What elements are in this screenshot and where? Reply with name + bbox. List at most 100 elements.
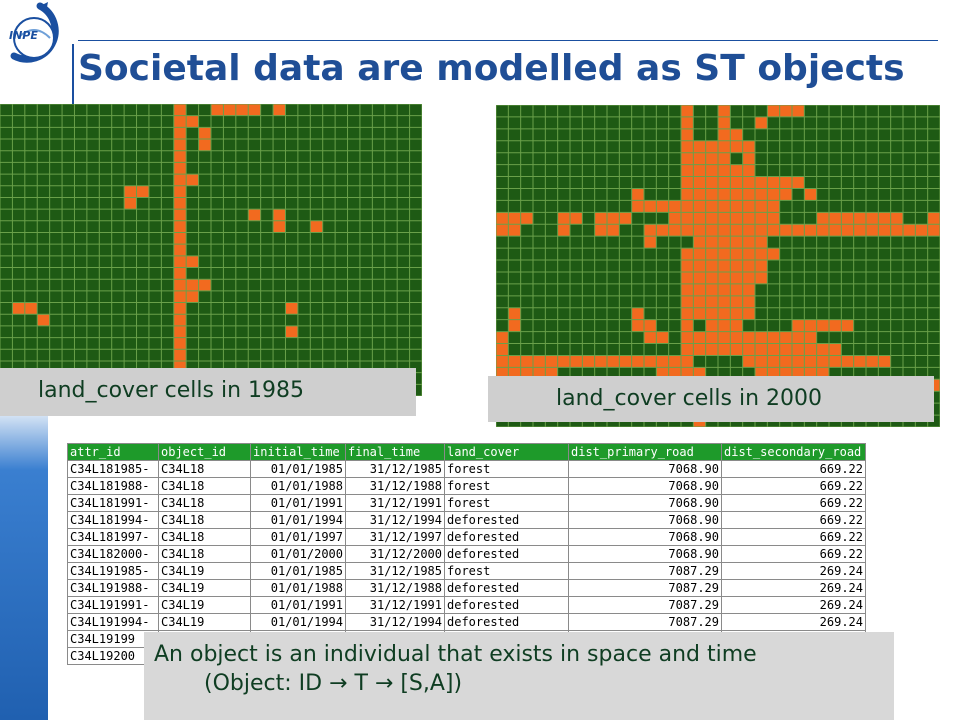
deforested-cell — [705, 236, 718, 249]
title-accent-rule — [72, 44, 74, 104]
deforested-cell — [173, 349, 187, 361]
table-cell: deforested — [444, 511, 569, 529]
deforested-cell — [693, 188, 706, 201]
deforested-cell — [718, 236, 731, 249]
table-cell: deforested — [444, 579, 569, 597]
deforested-cell — [570, 212, 583, 225]
deforested-cell — [656, 331, 669, 344]
deforested-cell — [594, 212, 607, 225]
deforested-cell — [804, 331, 817, 344]
attribute-table: attr_id object_id initial_time final_time la… — [67, 443, 866, 665]
deforested-cell — [755, 271, 768, 284]
deforested-cell — [718, 176, 731, 189]
deforested-cell — [755, 331, 768, 344]
table-cell: 669.22 — [721, 460, 866, 478]
deforested-cell — [742, 200, 755, 213]
deforested-cell — [915, 224, 928, 237]
deforested-cell — [248, 209, 261, 221]
table-cell: 01/01/1997 — [250, 528, 346, 546]
deforested-cell — [173, 244, 187, 256]
deforested-cell — [742, 355, 755, 368]
deforested-cell — [718, 140, 731, 153]
table-cell: C34L19 — [158, 562, 251, 580]
deforested-cell — [755, 260, 768, 272]
table-cell: 7068.90 — [568, 460, 722, 478]
table-cell: 669.22 — [721, 477, 866, 495]
deforested-cell — [594, 224, 607, 237]
table-row: C34L191985- C34L19 01/01/1985 31/12/1985 for… — [67, 562, 866, 580]
deforested-cell — [730, 260, 743, 272]
table-cell: 7087.29 — [568, 613, 722, 631]
deforested-cell — [730, 295, 743, 308]
table-cell: forest — [444, 477, 569, 495]
deforested-cell — [693, 212, 706, 225]
deforested-cell — [656, 367, 669, 380]
table-row: C34L182000- C34L18 01/01/2000 31/12/2000 def… — [67, 545, 866, 563]
deforested-cell — [656, 355, 669, 368]
deforested-cell — [742, 176, 755, 189]
table-cell: 01/01/1988 — [250, 477, 346, 495]
deforested-cell — [681, 367, 694, 380]
deforested-cell — [792, 319, 805, 332]
deforested-cell — [124, 197, 137, 210]
column-header: final_time — [345, 443, 445, 461]
deforested-cell — [557, 212, 570, 225]
deforested-cell — [742, 236, 755, 249]
deforested-cell — [173, 337, 187, 350]
deforested-cell — [742, 343, 755, 356]
deforested-cell — [718, 331, 731, 344]
deforested-cell — [755, 355, 768, 368]
deforested-cell — [705, 200, 718, 213]
deforested-cell — [878, 224, 891, 237]
deforested-cell — [927, 224, 940, 237]
deforested-cell — [693, 331, 706, 344]
deforested-cell — [767, 367, 780, 380]
table-cell: 31/12/1988 — [345, 477, 445, 495]
caption-1985: land_cover cells in 1985 — [0, 368, 416, 416]
deforested-cell — [681, 164, 694, 177]
deforested-cell — [681, 200, 694, 213]
table-cell: 7068.90 — [568, 545, 722, 563]
deforested-cell — [644, 224, 657, 237]
deforested-cell — [681, 271, 694, 284]
deforested-cell — [878, 212, 891, 225]
inpe-logo: INPE — [0, 0, 80, 70]
deforested-cell — [681, 319, 694, 332]
table-cell: 7068.90 — [568, 494, 722, 512]
table-cell: 01/01/1988 — [250, 579, 346, 597]
deforested-cell — [173, 290, 187, 303]
table-cell: 31/12/1991 — [345, 596, 445, 614]
deforested-cell — [173, 209, 187, 221]
table-row: C34L181997- C34L18 01/01/1997 31/12/1997 def… — [67, 528, 866, 546]
deforested-cell — [767, 212, 780, 225]
deforested-cell — [742, 283, 755, 296]
deforested-cell — [792, 331, 805, 344]
deforested-cell — [804, 224, 817, 237]
deforested-cell — [742, 140, 755, 153]
deforested-cell — [186, 115, 199, 128]
deforested-cell — [631, 188, 644, 201]
deforested-cell — [681, 260, 694, 272]
deforested-cell — [508, 224, 521, 237]
deforested-cell — [841, 319, 854, 332]
deforested-cell — [742, 307, 755, 320]
table-cell: C34L182000- — [67, 545, 159, 563]
deforested-cell — [273, 220, 286, 233]
table-row: C34L181994- C34L18 01/01/1994 31/12/1994 def… — [67, 511, 866, 529]
deforested-cell — [816, 224, 829, 237]
deforested-cell — [779, 224, 792, 237]
deforested-cell — [779, 105, 792, 117]
deforested-cell — [186, 255, 199, 268]
deforested-cell — [173, 162, 187, 175]
deforested-cell — [829, 319, 842, 332]
deforested-cell — [693, 307, 706, 320]
deforested-cell — [755, 116, 768, 129]
deforested-cell — [718, 343, 731, 356]
table-cell: deforested — [444, 596, 569, 614]
deforested-cell — [173, 127, 187, 140]
deforested-cell — [570, 355, 583, 368]
deforested-cell — [496, 224, 509, 237]
deforested-cell — [248, 104, 261, 116]
deforested-cell — [718, 188, 731, 201]
deforested-cell — [173, 279, 187, 291]
